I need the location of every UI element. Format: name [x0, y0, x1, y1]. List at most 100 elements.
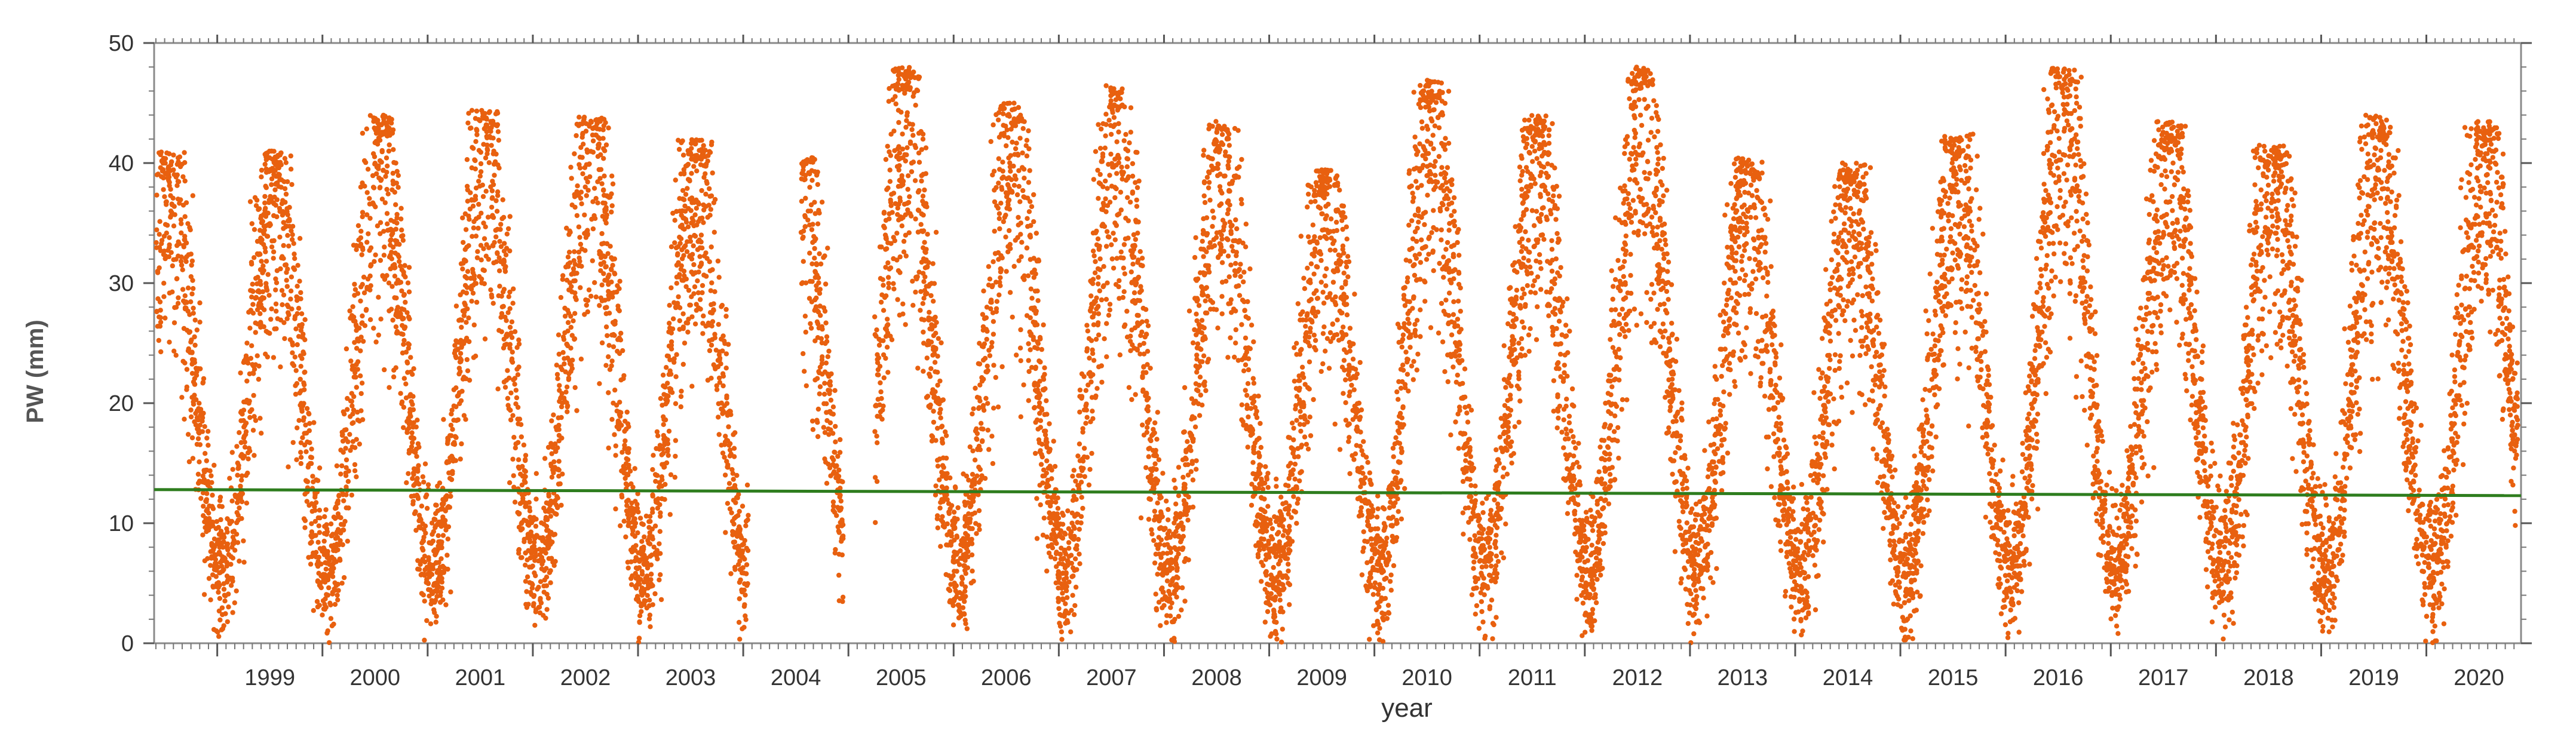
data-point — [813, 304, 819, 309]
data-point — [919, 178, 924, 184]
data-point — [996, 216, 1002, 222]
data-point — [647, 514, 653, 519]
data-point — [523, 453, 529, 458]
data-point — [450, 426, 455, 432]
data-point — [835, 505, 841, 510]
data-point — [688, 302, 694, 308]
data-point — [545, 541, 551, 546]
data-point — [995, 404, 1001, 410]
data-point — [219, 504, 225, 509]
data-point — [401, 425, 406, 431]
data-point — [226, 604, 231, 610]
data-point — [597, 303, 602, 308]
data-point — [247, 415, 253, 420]
data-point — [731, 454, 737, 459]
data-point — [406, 289, 412, 294]
data-point — [650, 506, 655, 512]
data-point — [242, 422, 248, 428]
data-point — [179, 262, 185, 268]
data-point — [302, 431, 307, 436]
data-point — [252, 227, 257, 232]
data-point — [1041, 515, 1047, 521]
data-point — [610, 181, 616, 187]
data-point — [651, 453, 656, 458]
data-point — [547, 570, 553, 575]
data-point — [392, 262, 397, 268]
data-point — [522, 473, 527, 478]
data-point — [1034, 322, 1040, 327]
data-point — [658, 396, 664, 401]
data-point — [516, 421, 521, 426]
data-point — [359, 380, 365, 386]
data-point — [884, 246, 890, 251]
data-point — [1056, 595, 1061, 601]
data-point — [348, 447, 353, 453]
data-point — [184, 367, 190, 372]
data-point — [544, 591, 550, 597]
data-point — [418, 515, 423, 521]
data-point — [595, 153, 601, 159]
data-point — [549, 474, 555, 480]
data-point — [257, 296, 263, 302]
data-point — [331, 621, 336, 627]
data-point — [1004, 127, 1010, 133]
data-point — [1034, 496, 1039, 501]
data-point — [523, 579, 529, 584]
data-point — [596, 145, 601, 151]
data-point — [259, 174, 264, 180]
data-point — [923, 259, 928, 264]
data-point — [576, 115, 582, 120]
data-point — [210, 492, 215, 498]
data-point — [515, 416, 520, 422]
data-point — [471, 225, 477, 231]
data-point — [240, 491, 246, 496]
data-point — [891, 235, 896, 240]
data-point — [648, 518, 653, 524]
data-point — [309, 446, 314, 452]
data-point — [189, 435, 195, 441]
data-point — [703, 154, 708, 159]
data-point — [832, 450, 838, 455]
data-point — [206, 429, 211, 434]
data-point — [195, 417, 201, 423]
data-point — [737, 524, 742, 530]
data-point — [612, 432, 617, 437]
data-point — [895, 81, 901, 87]
data-point — [893, 201, 898, 207]
data-point — [1059, 637, 1065, 642]
data-point — [562, 314, 568, 319]
data-point — [271, 201, 277, 207]
data-point — [943, 471, 949, 477]
data-point — [980, 403, 986, 408]
data-point — [170, 195, 176, 201]
data-point — [229, 450, 235, 455]
data-point — [811, 234, 817, 240]
data-point — [360, 417, 366, 422]
data-point — [171, 167, 176, 173]
data-point — [931, 281, 937, 286]
data-point — [571, 266, 576, 272]
data-point — [182, 178, 188, 184]
data-point — [553, 448, 559, 454]
data-point — [814, 287, 820, 293]
data-point — [572, 290, 578, 296]
data-point — [930, 261, 936, 266]
data-point — [990, 460, 996, 466]
data-point — [961, 471, 966, 477]
data-point — [1016, 183, 1022, 189]
data-point — [918, 289, 924, 294]
data-point — [931, 317, 937, 323]
data-point — [239, 473, 245, 478]
data-point — [208, 597, 213, 603]
data-point — [893, 87, 899, 92]
data-point — [467, 217, 472, 222]
data-point — [323, 566, 329, 572]
data-point — [938, 544, 943, 549]
data-point — [507, 306, 513, 311]
data-point — [1155, 410, 1161, 415]
data-point — [875, 397, 881, 402]
data-point — [927, 372, 932, 377]
data-point — [925, 232, 930, 237]
data-point — [310, 474, 315, 479]
